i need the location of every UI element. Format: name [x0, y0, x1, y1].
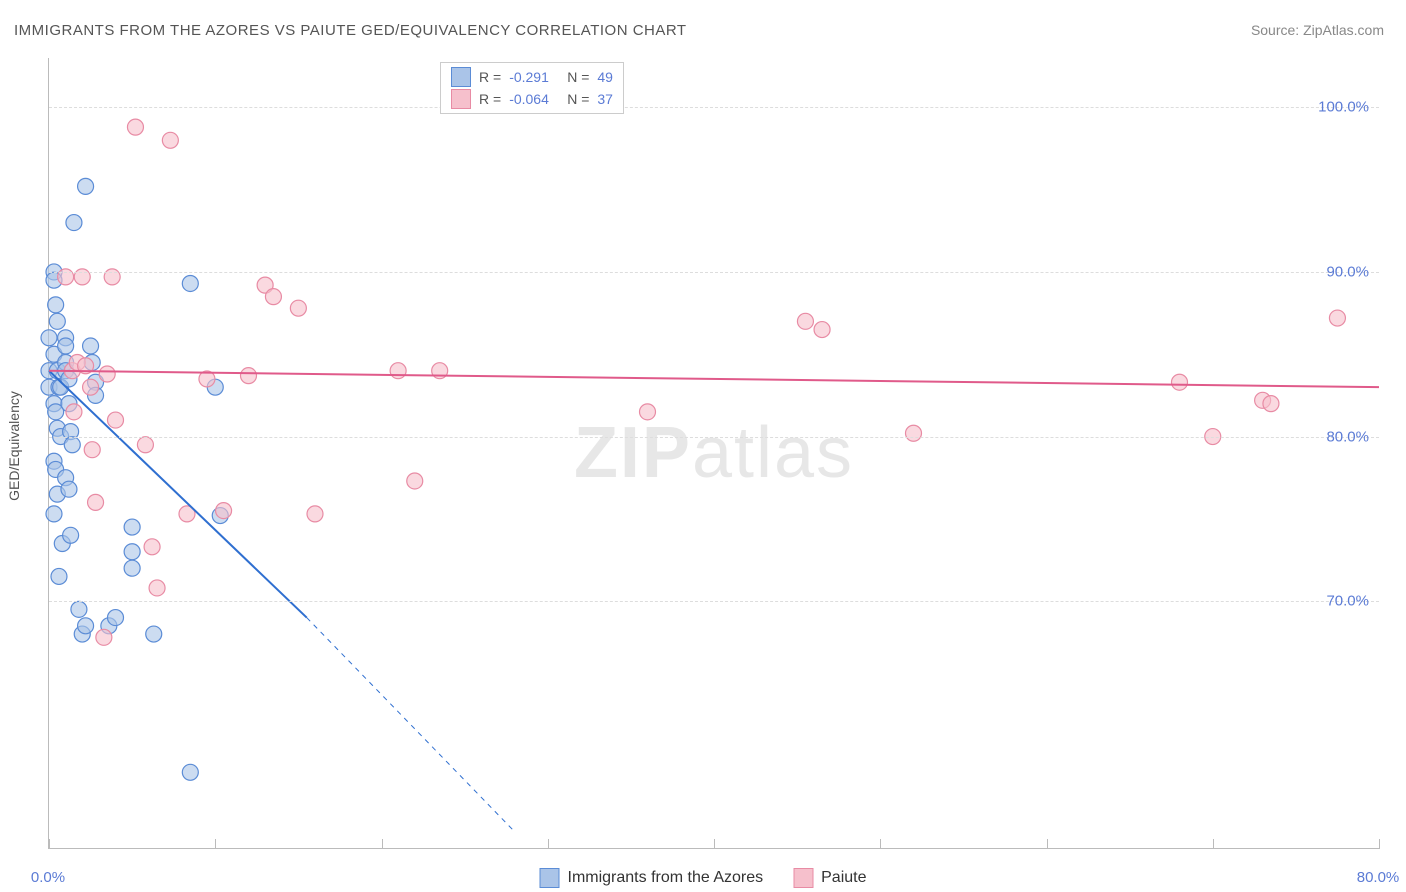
- source-label: Source: ZipAtlas.com: [1251, 22, 1384, 38]
- data-point-paiute: [797, 313, 813, 329]
- gridline: [49, 437, 1379, 438]
- data-point-paiute: [241, 368, 257, 384]
- stats-row-paiute: R = -0.064 N = 37: [451, 89, 613, 109]
- bottom-legend: Immigrants from the Azores Paiute: [540, 868, 867, 888]
- data-point-paiute: [137, 437, 153, 453]
- gridline: [49, 601, 1379, 602]
- data-point-paiute: [144, 539, 160, 555]
- data-point-paiute: [307, 506, 323, 522]
- plot-area: ZIPatlas 70.0%80.0%90.0%100.0%: [48, 58, 1379, 849]
- data-point-azores: [108, 610, 124, 626]
- data-point-paiute: [265, 289, 281, 305]
- x-tick-label: 80.0%: [1357, 869, 1400, 886]
- data-point-paiute: [1172, 374, 1188, 390]
- data-point-azores: [78, 618, 94, 634]
- x-tick: [1213, 839, 1214, 849]
- y-axis-label: GED/Equivalency: [6, 391, 22, 501]
- data-point-azores: [78, 178, 94, 194]
- chart-title: IMMIGRANTS FROM THE AZORES VS PAIUTE GED…: [14, 22, 687, 39]
- data-point-paiute: [127, 119, 143, 135]
- x-tick: [880, 839, 881, 849]
- data-point-paiute: [99, 366, 115, 382]
- data-point-azores: [146, 626, 162, 642]
- data-point-azores: [46, 506, 62, 522]
- data-point-paiute: [96, 629, 112, 645]
- data-point-paiute: [84, 442, 100, 458]
- x-tick: [1047, 839, 1048, 849]
- legend-item-paiute: Paiute: [793, 868, 866, 888]
- swatch-paiute: [793, 868, 813, 888]
- x-tick: [49, 839, 50, 849]
- data-point-azores: [83, 338, 99, 354]
- gridline: [49, 107, 1379, 108]
- data-point-azores: [124, 519, 140, 535]
- data-point-paiute: [407, 473, 423, 489]
- y-tick-label: 100.0%: [1318, 99, 1369, 116]
- legend-item-azores: Immigrants from the Azores: [540, 868, 764, 888]
- data-point-paiute: [1329, 310, 1345, 326]
- x-tick: [548, 839, 549, 849]
- x-tick: [382, 839, 383, 849]
- data-point-azores: [66, 215, 82, 231]
- data-point-paiute: [814, 322, 830, 338]
- stats-legend: R = -0.291 N = 49 R = -0.064 N = 37: [440, 62, 624, 114]
- data-point-azores: [49, 313, 65, 329]
- data-point-paiute: [88, 494, 104, 510]
- y-tick-label: 80.0%: [1326, 428, 1369, 445]
- data-point-azores: [182, 764, 198, 780]
- gridline: [49, 272, 1379, 273]
- swatch-azores: [540, 868, 560, 888]
- trendline-ext-azores: [307, 618, 515, 832]
- data-point-azores: [71, 601, 87, 617]
- data-point-azores: [124, 544, 140, 560]
- data-point-paiute: [83, 379, 99, 395]
- data-point-azores: [41, 330, 57, 346]
- x-tick: [215, 839, 216, 849]
- data-point-paiute: [390, 363, 406, 379]
- data-point-azores: [48, 297, 64, 313]
- chart-svg: [49, 58, 1379, 848]
- data-point-azores: [64, 437, 80, 453]
- data-point-azores: [51, 568, 67, 584]
- data-point-azores: [61, 481, 77, 497]
- x-tick: [1379, 839, 1380, 849]
- data-point-paiute: [640, 404, 656, 420]
- data-point-azores: [63, 527, 79, 543]
- data-point-paiute: [108, 412, 124, 428]
- data-point-paiute: [162, 132, 178, 148]
- y-tick-label: 90.0%: [1326, 263, 1369, 280]
- data-point-paiute: [906, 425, 922, 441]
- data-point-azores: [58, 338, 74, 354]
- data-point-paiute: [290, 300, 306, 316]
- swatch-azores: [451, 67, 471, 87]
- stats-row-azores: R = -0.291 N = 49: [451, 67, 613, 87]
- data-point-paiute: [66, 404, 82, 420]
- data-point-paiute: [1263, 396, 1279, 412]
- trendline-azores: [49, 371, 307, 618]
- data-point-azores: [124, 560, 140, 576]
- y-tick-label: 70.0%: [1326, 593, 1369, 610]
- swatch-paiute: [451, 89, 471, 109]
- x-tick: [714, 839, 715, 849]
- data-point-azores: [182, 275, 198, 291]
- x-tick-label: 0.0%: [31, 869, 65, 886]
- data-point-paiute: [149, 580, 165, 596]
- data-point-paiute: [216, 503, 232, 519]
